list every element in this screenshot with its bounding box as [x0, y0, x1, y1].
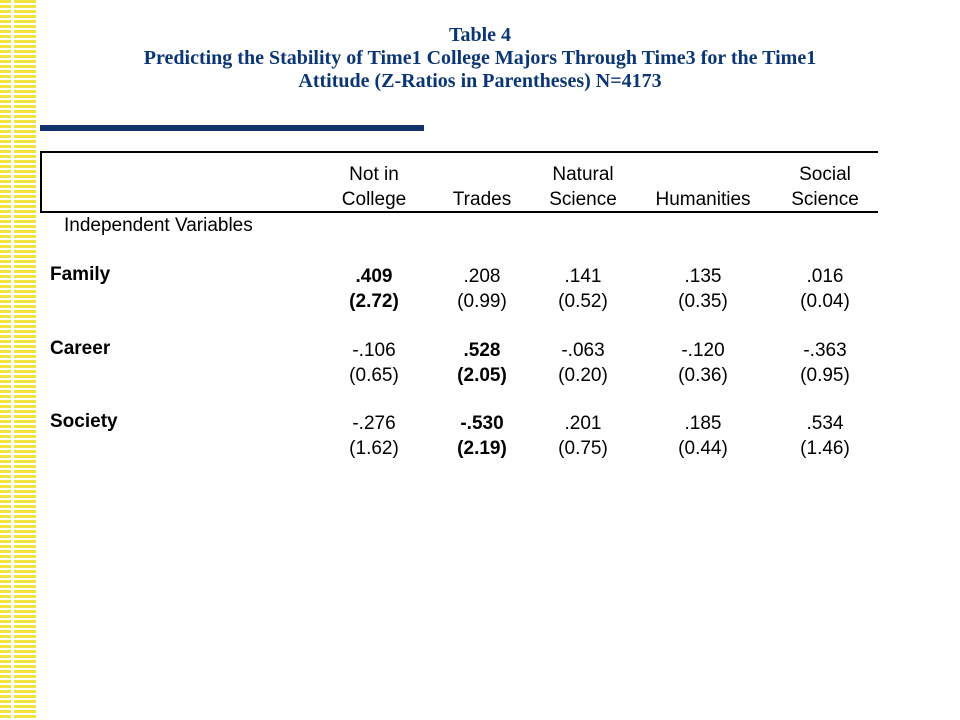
col-header-humanities: Humanities [655, 189, 751, 210]
col-header-not-in-college: Not in College [341, 164, 407, 210]
table-left-rule [40, 151, 42, 213]
table-cell: .528 (2.05) [457, 340, 507, 386]
stub-label: Independent Variables [64, 215, 253, 236]
table-cell: .185 (0.44) [678, 413, 728, 459]
table-cell: .534 (1.46) [800, 413, 850, 459]
accent-bar [40, 125, 424, 131]
table-cell: -.063 (0.20) [558, 340, 608, 386]
row-label-society: Society [50, 411, 118, 432]
table-cell: .141 (0.52) [558, 266, 608, 312]
table-header-rule [40, 211, 878, 213]
col-header-trades: Trades [452, 189, 512, 210]
row-label-career: Career [50, 338, 111, 359]
decorative-border [0, 0, 36, 720]
table-cell: .135 (0.35) [678, 266, 728, 312]
table-top-rule [40, 151, 878, 153]
table-cell: -.363 (0.95) [800, 340, 850, 386]
table-cell: .201 (0.75) [558, 413, 608, 459]
col-header-natural-science: Natural Science [549, 164, 617, 210]
table-title-line-1: Predicting the Stability of Time1 Colleg… [143, 47, 817, 69]
table-number: Table 4 [448, 24, 512, 46]
table-cell: .409 (2.72) [349, 266, 399, 312]
table-cell: .016 (0.04) [800, 266, 850, 312]
col-header-social-science: Social Science [791, 164, 859, 210]
table-cell: -.530 (2.19) [457, 413, 507, 459]
table-title-line-2: Attitude (Z-Ratios in Parentheses) N=417… [298, 70, 662, 92]
table-cell: -.276 (1.62) [349, 413, 399, 459]
table-cell: -.120 (0.36) [678, 340, 728, 386]
table-cell: .208 (0.99) [457, 266, 507, 312]
table-cell: -.106 (0.65) [349, 340, 399, 386]
row-label-family: Family [50, 264, 111, 285]
